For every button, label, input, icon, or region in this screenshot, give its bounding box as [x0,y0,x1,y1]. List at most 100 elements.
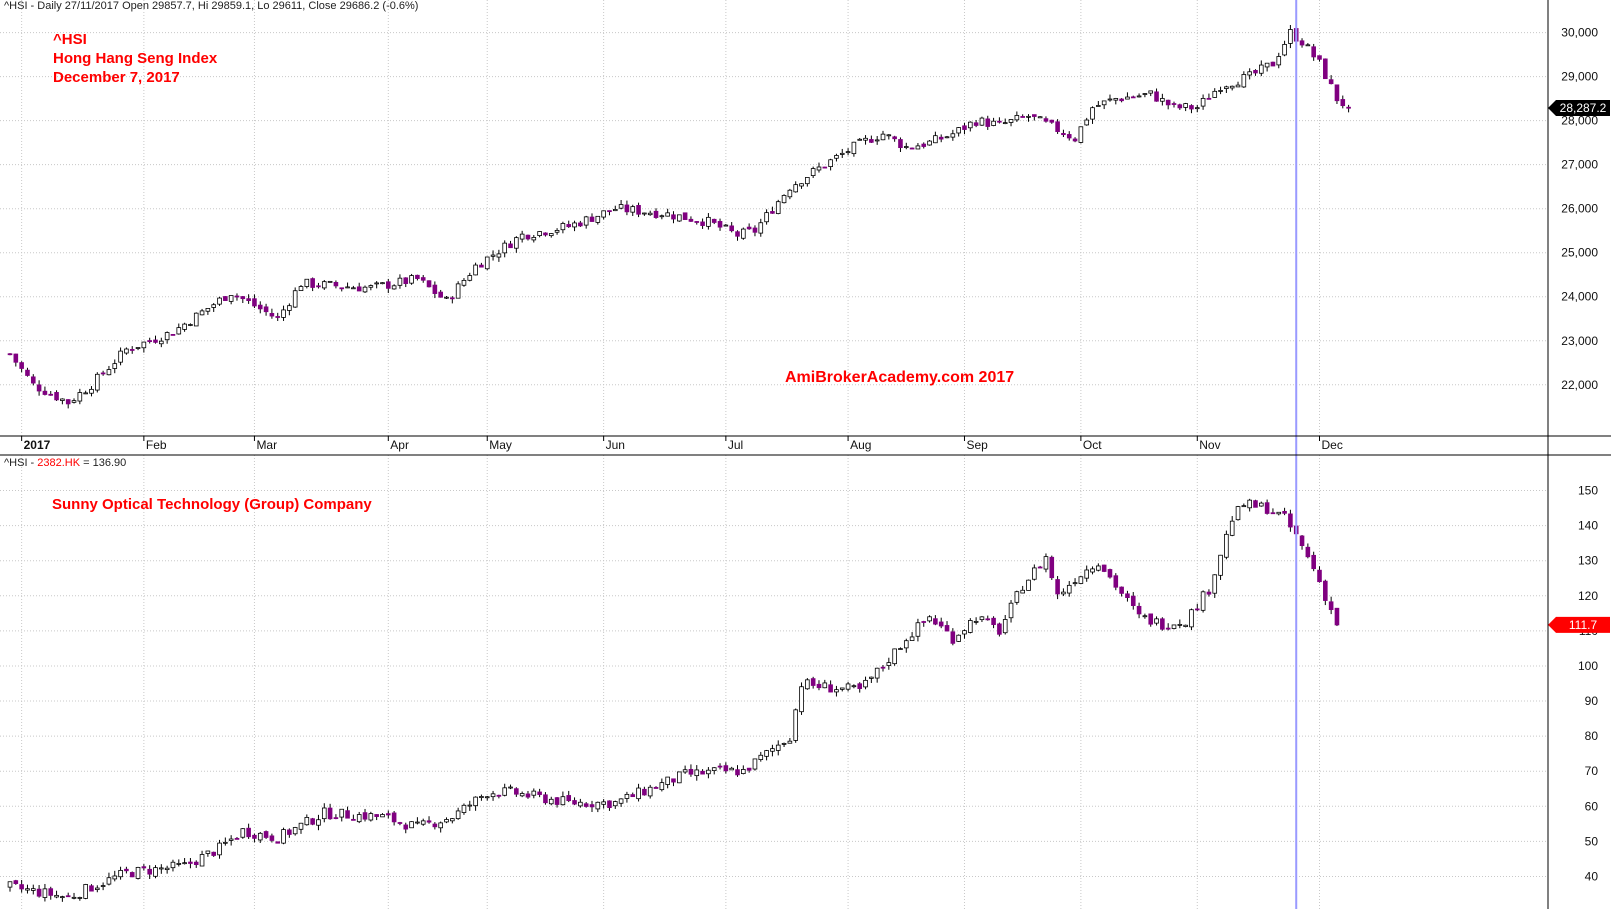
p2-candle-141 [828,684,833,693]
p1-candle-10 [65,399,71,405]
p2-last-badge [1548,616,1610,633]
p2-candle-67 [397,822,403,824]
p2-candle-86 [508,786,513,789]
p2-candle-191 [1119,586,1124,594]
p1-candle-124 [729,225,734,232]
p1-candle-189 [1107,98,1113,101]
p2-candle-152 [892,648,897,665]
p1-candle-138 [810,168,816,176]
p2-candle-215 [1259,502,1264,507]
p1-candle-95 [560,223,566,231]
p2-candle-226 [1323,580,1328,601]
p2-candle-211 [1235,506,1241,521]
p2-candle-81 [479,796,484,798]
p2-candle-24 [147,868,152,875]
p1-candle-56 [333,281,339,287]
p2-y-tick-0: 40 [1585,869,1599,883]
p2-candle-186 [1090,568,1095,573]
p2-candle-104 [612,801,618,807]
p1-candle-36 [217,297,222,305]
p2-candle-174 [1020,589,1025,594]
p2-candle-227 [1328,601,1334,611]
p1-candle-204 [1194,107,1200,110]
p1-candle-0 [7,353,13,356]
p1-candle-103 [607,210,612,213]
p2-candle-3 [25,888,30,891]
p1-candle-150 [880,133,886,141]
p2-candle-144 [845,683,851,690]
p2-candle-115 [677,771,682,784]
p1-candle-87 [514,237,519,249]
p2-y-tick-5: 90 [1585,694,1599,708]
panel1-annotation-line-3: December 7, 2017 [53,69,180,86]
p2-candle-125 [735,769,740,776]
p2-candle-107 [630,794,636,798]
p2-y-tick-11: 150 [1578,484,1598,498]
p2-candle-138 [810,678,816,686]
p2-candle-88 [519,793,525,797]
p1-candle-207 [1212,90,1218,98]
p1-candle-23 [141,341,147,349]
panel2-header-suffix: = 136.90 [80,457,127,469]
p1-candle-21 [129,349,135,351]
p2-candle-214 [1253,500,1258,508]
p1-candle-28 [170,334,176,336]
p2-candle-60 [356,814,362,823]
p1-candle-140 [822,166,828,169]
p1-candle-181 [1061,133,1066,136]
p2-candle-171 [1002,619,1008,634]
p1-candle-169 [991,120,996,126]
p2-candle-109 [642,788,647,796]
p2-candle-131 [770,748,775,752]
p2-candle-225 [1317,569,1322,583]
p1-candle-205 [1200,97,1206,107]
p2-candle-47 [281,829,286,844]
p2-candle-38 [228,838,234,841]
p1-candle-65 [385,281,391,289]
p2-candle-196 [1148,613,1154,625]
p1-candle-132 [775,201,781,214]
p1-candle-153 [898,139,903,149]
p1-candle-80 [473,264,478,276]
p1-candle-224 [1311,46,1316,58]
p2-candle-42 [252,834,257,839]
p2-candle-143 [839,687,845,690]
p2-candle-119 [700,770,705,775]
p1-candle-130 [764,212,769,223]
p1-candle-18 [112,363,118,369]
p2-candle-6 [42,888,48,898]
p2-candle-72 [426,820,432,823]
p1-y-tick-7: 29,000 [1561,70,1598,84]
p2-candle-7 [48,888,54,896]
p1-candle-202 [1183,103,1188,108]
p2-candle-185 [1084,569,1090,579]
p2-candle-71 [420,820,426,825]
p2-candle-70 [415,821,420,824]
p2-candle-57 [339,808,345,818]
p2-candle-117 [688,768,694,775]
p1-candle-34 [205,308,211,312]
p2-candle-46 [275,841,281,844]
p1-candle-165 [968,121,973,129]
p2-candle-78 [461,804,467,813]
p1-candle-70 [415,274,420,279]
p1-candle-106 [624,204,630,213]
p1-candle-102 [601,210,606,218]
p1-candle-195 [1142,93,1148,95]
p1-y-tick-4: 26,000 [1561,202,1598,216]
p2-candle-202 [1183,624,1188,627]
p1-candle-142 [834,155,839,159]
p2-candle-206 [1206,591,1212,595]
x-tick-label-11: Dec [1322,438,1343,452]
p1-candle-26 [159,340,164,345]
p2-candle-112 [659,782,665,791]
p1-candle-190 [1113,98,1119,101]
panel1-annotation-line-2: Hong Hang Seng Index [53,50,218,67]
p2-candle-228 [1334,607,1340,626]
p1-candle-201 [1177,104,1183,109]
p2-candle-98 [578,801,583,807]
p2-candle-30 [182,862,187,865]
p1-candle-12 [77,392,83,402]
p1-candle-90 [531,236,537,241]
p1-candle-156 [915,145,921,150]
